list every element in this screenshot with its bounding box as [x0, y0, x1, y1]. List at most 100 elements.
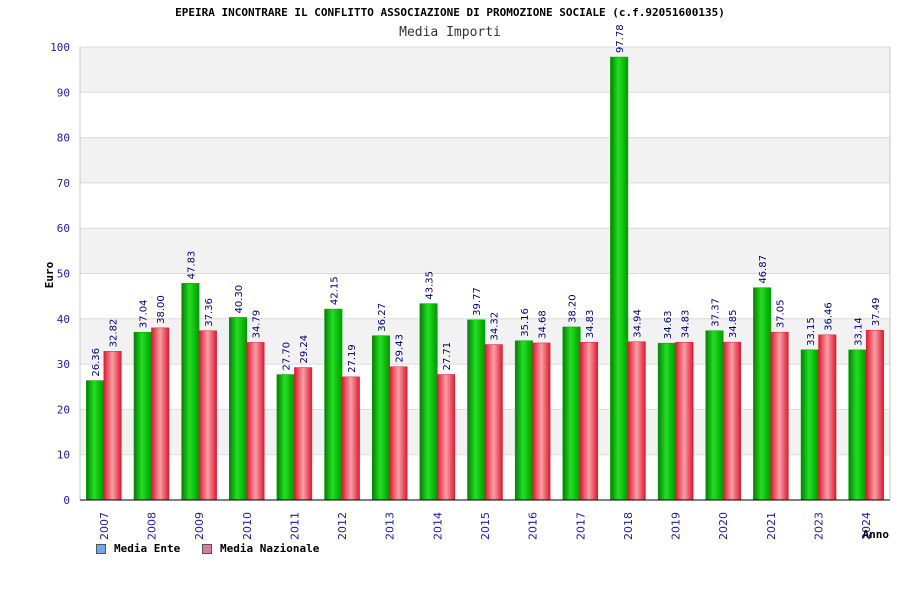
axes: [79, 47, 891, 501]
bar-media-ente: [705, 330, 724, 501]
data-label-media-ente: 34.63: [663, 310, 674, 339]
data-label-media-ente: 43.35: [425, 271, 436, 300]
x-tick-label: 2010: [241, 512, 254, 540]
x-tick-label: 2018: [622, 512, 635, 540]
bar-media-nazionale: [246, 342, 265, 501]
data-label-media-nazionale: 37.05: [776, 300, 787, 329]
x-tick-label: 2015: [479, 512, 492, 540]
bar-media-ente: [848, 349, 867, 501]
x-tick-label: 2023: [813, 512, 826, 540]
x-tick-label: 2009: [193, 512, 206, 540]
data-label-media-nazionale: 34.79: [252, 310, 263, 339]
bar-media-ente: [324, 308, 343, 501]
data-labels: 26.36 32.82 37.04 38.00 47.83 37.36 40.30 34.79…: [91, 24, 882, 376]
x-tick-label: 2017: [574, 512, 587, 540]
legend-item-media-nazionale: Media Nazionale: [202, 542, 319, 555]
grid-band: [80, 182, 890, 229]
bar-media-ente: [800, 349, 819, 501]
y-tick-label: 30: [57, 358, 70, 371]
y-tick-label: 40: [57, 313, 70, 326]
data-label-media-nazionale: 34.85: [728, 309, 739, 338]
chart-title: EPEIRA INCONTRARE IL CONFLITTO ASSOCIAZI…: [175, 6, 725, 19]
bar-media-nazionale: [103, 351, 122, 501]
bar-media-nazionale: [627, 341, 646, 501]
grid-band: [80, 47, 890, 93]
bar-media-nazionale: [532, 342, 551, 501]
bars: [86, 56, 884, 501]
y-tick-label: 100: [50, 41, 70, 54]
y-axis-label: Euro: [43, 261, 56, 288]
bar-media-ente: [562, 326, 581, 501]
bar-media-ente: [610, 56, 629, 501]
y-tick-label: 0: [63, 494, 70, 507]
y-tick-label: 90: [57, 86, 70, 99]
data-label-media-nazionale: 34.94: [633, 309, 644, 338]
x-tick-label: 2008: [145, 512, 158, 540]
legend-swatch-media-ente: [96, 543, 106, 554]
data-label-media-nazionale: 38.00: [156, 295, 167, 324]
data-label-media-nazionale: 27.19: [347, 344, 358, 373]
data-label-media-ente: 27.70: [282, 342, 293, 371]
y-tick-labels: 0 10 20 30 40 50 60 70 80 90 100: [50, 41, 70, 507]
legend-item-media-ente: Media Ente: [96, 542, 180, 555]
bar-media-nazionale: [818, 334, 837, 501]
y-tick-label: 70: [57, 177, 70, 190]
data-label-media-ente: 35.16: [520, 308, 531, 337]
y-tick-label: 10: [57, 449, 70, 462]
data-label-media-nazionale: 37.36: [204, 298, 215, 327]
bar-media-ente: [133, 331, 152, 501]
x-tick-label: 2013: [384, 512, 397, 540]
bar-media-ente: [467, 319, 486, 501]
bar-media-nazionale: [151, 327, 170, 501]
legend-label-media-nazionale: Media Nazionale: [220, 542, 320, 555]
grid-band: [80, 228, 890, 274]
data-label-media-nazionale: 29.24: [299, 335, 310, 364]
data-label-media-nazionale: 34.32: [490, 312, 501, 341]
data-label-media-nazionale: 27.71: [442, 342, 453, 371]
chart-subtitle: Media Importi: [399, 25, 501, 40]
grid-band: [80, 92, 890, 138]
data-label-media-nazionale: 37.49: [871, 298, 882, 327]
data-label-media-ente: 36.27: [377, 303, 388, 332]
bar-media-nazionale: [198, 330, 217, 501]
data-label-media-ente: 37.04: [139, 300, 150, 329]
bar-media-ente: [514, 340, 533, 501]
x-tick-label: 2020: [717, 512, 730, 540]
bar-media-ente: [229, 317, 248, 501]
y-tick-label: 80: [57, 132, 70, 145]
bar-media-ente: [276, 374, 295, 501]
data-label-media-nazionale: 32.82: [109, 319, 120, 348]
bar-media-ente: [86, 380, 105, 501]
data-label-media-nazionale: 36.46: [823, 302, 834, 331]
bar-media-nazionale: [580, 341, 599, 501]
bar-media-nazionale: [341, 376, 360, 501]
bar-media-nazionale: [675, 341, 694, 501]
data-label-media-ente: 37.37: [710, 298, 721, 327]
bar-media-ente: [419, 303, 438, 501]
x-tick-label: 2011: [288, 512, 301, 540]
x-tick-labels: 2007 2008 2009 2010 2011 2012 2013 2014 2015 2016…: [98, 512, 873, 540]
data-label-media-ente: 97.78: [615, 24, 626, 53]
x-tick-label: 2016: [527, 512, 540, 540]
bar-media-nazionale: [770, 331, 789, 501]
data-label-media-nazionale: 34.68: [537, 310, 548, 339]
y-tick-label: 50: [57, 268, 70, 281]
bar-media-nazionale: [437, 374, 456, 501]
x-tick-label: 2007: [98, 512, 111, 540]
data-label-media-ente: 33.14: [853, 317, 864, 346]
y-tick-label: 20: [57, 403, 70, 416]
legend-swatch-media-nazionale: [202, 543, 212, 554]
data-label-media-ente: 33.15: [806, 317, 817, 346]
data-label-media-nazionale: 29.43: [394, 334, 405, 363]
data-label-media-ente: 42.15: [329, 276, 340, 305]
bar-media-nazionale: [294, 367, 313, 501]
bar-media-nazionale: [484, 344, 503, 501]
grid-band: [80, 137, 890, 183]
y-tick-label: 60: [57, 222, 70, 235]
x-tick-label: 2024: [860, 512, 873, 540]
x-tick-label: 2019: [670, 512, 683, 540]
data-label-media-ente: 38.20: [568, 294, 579, 323]
data-label-media-nazionale: 34.83: [585, 310, 596, 339]
bar-media-ente: [181, 283, 200, 501]
